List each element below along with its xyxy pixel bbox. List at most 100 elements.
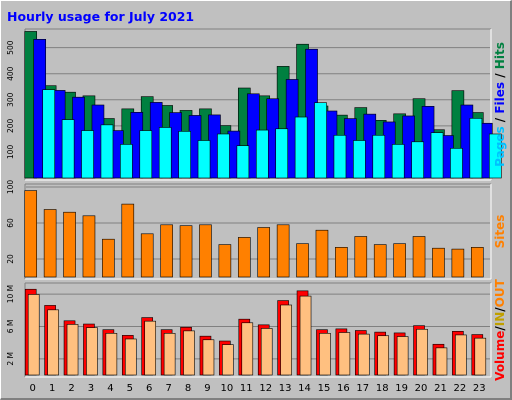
bar-out-14 (299, 295, 312, 376)
bar-sites-0 (24, 190, 38, 278)
legend-entry: OUT (493, 278, 507, 307)
bar-out-7 (163, 333, 176, 376)
bar-sites-10 (218, 244, 232, 278)
x-tick-label: 9 (204, 383, 210, 394)
legend-sites: Sites (493, 215, 507, 249)
legend-entry: Sites (493, 215, 507, 249)
bar-out-6 (144, 320, 157, 376)
bar-pages-13 (294, 116, 308, 179)
legend-entry: Pages (493, 126, 507, 166)
x-tick-label: 22 (454, 383, 467, 394)
bar-out-16 (338, 332, 351, 376)
bar-sites-1 (43, 209, 57, 278)
x-tick-label: 19 (395, 383, 408, 394)
bar-out-9 (202, 339, 215, 376)
bar-out-23 (474, 337, 487, 376)
bar-pages-21 (450, 148, 463, 179)
x-tick-label: 14 (298, 383, 311, 394)
bar-pages-16 (353, 140, 366, 179)
bar-sites-2 (63, 211, 76, 278)
y-tick-label: 10 M (6, 285, 15, 303)
bar-pages-12 (275, 128, 289, 179)
y-tick-label: 2 M (6, 352, 15, 366)
bar-out-11 (241, 322, 254, 376)
legend-entry: / (493, 69, 507, 82)
bar-sites-23 (470, 247, 484, 278)
bar-sites-19 (393, 243, 406, 278)
x-tick-label: 23 (473, 383, 486, 394)
legend-entry: Files (493, 82, 507, 114)
bar-out-5 (124, 338, 137, 376)
y-tick-label: 500 (6, 40, 15, 55)
bar-pages-0 (42, 89, 56, 179)
bar-sites-21 (432, 247, 445, 278)
bar-sites-7 (160, 224, 173, 278)
x-tick-label: 1 (49, 383, 55, 394)
bar-pages-18 (391, 144, 405, 179)
x-tick-label: 7 (165, 383, 171, 394)
bar-sites-14 (296, 243, 309, 278)
legend-entry: IN (493, 312, 507, 327)
bar-sites-18 (373, 244, 387, 278)
bar-pages-15 (333, 134, 347, 179)
bar-out-21 (435, 347, 448, 376)
bar-out-8 (183, 330, 195, 376)
bar-pages-9 (217, 133, 230, 179)
bar-out-18 (377, 335, 390, 376)
x-tick-label: 10 (221, 383, 234, 394)
x-tick-label: 4 (107, 383, 113, 394)
y-tick-label: 300 (6, 92, 15, 107)
bar-pages-11 (255, 129, 269, 179)
bar-sites-17 (354, 236, 368, 278)
legend-entry: Hits (493, 42, 507, 69)
bar-out-15 (319, 333, 331, 376)
x-tick-label: 11 (240, 383, 253, 394)
x-tick-label: 0 (30, 383, 36, 394)
bar-out-19 (396, 336, 409, 376)
bar-pages-3 (100, 124, 114, 179)
legend-volume: Volume/IN/OUT (493, 278, 507, 380)
y-tick-label: 400 (6, 66, 15, 81)
x-tick-label: 18 (376, 383, 389, 394)
x-tick-label: 13 (279, 383, 292, 394)
y-tick-label: 100 (6, 145, 15, 160)
legend-entry: / (493, 307, 507, 312)
x-tick-label: 6 (146, 383, 152, 394)
y-tick-label: 200 (6, 118, 15, 133)
bar-pages-6 (158, 127, 172, 179)
bar-out-3 (86, 327, 98, 376)
bar-pages-2 (81, 130, 94, 179)
bar-sites-3 (82, 215, 96, 278)
x-tick-label: 12 (259, 383, 272, 394)
bar-out-2 (66, 324, 79, 376)
x-tick-label: 21 (434, 383, 447, 394)
x-tick-label: 2 (68, 383, 74, 394)
bar-sites-8 (179, 225, 193, 278)
legend-pages-files-hits: Pages / Files / Hits (493, 42, 507, 167)
bar-sites-4 (102, 238, 115, 278)
bar-sites-22 (451, 248, 465, 278)
bar-sites-16 (335, 247, 348, 278)
x-tick-label: 16 (337, 383, 350, 394)
x-tick-label: 17 (356, 383, 369, 394)
bar-out-1 (47, 309, 59, 376)
bar-sites-20 (412, 236, 426, 278)
bar-pages-5 (139, 130, 153, 179)
bar-sites-6 (140, 233, 154, 278)
bar-pages-22 (469, 118, 483, 179)
bar-sites-11 (237, 237, 251, 278)
bar-out-20 (416, 328, 428, 376)
y-tick-label: 20 (6, 254, 15, 264)
bar-pages-23 (488, 133, 502, 179)
bar-pages-14 (314, 102, 327, 179)
x-tick-label: 15 (318, 383, 331, 394)
legend-entry: / (493, 114, 507, 127)
bar-out-22 (455, 334, 467, 376)
bar-out-0 (27, 294, 40, 376)
bar-pages-19 (411, 141, 424, 179)
bar-pages-1 (61, 119, 75, 179)
legend-entry: Volume (493, 331, 507, 381)
chart-title: Hourly usage for July 2021 (7, 9, 194, 24)
x-tick-label: 8 (185, 383, 191, 394)
